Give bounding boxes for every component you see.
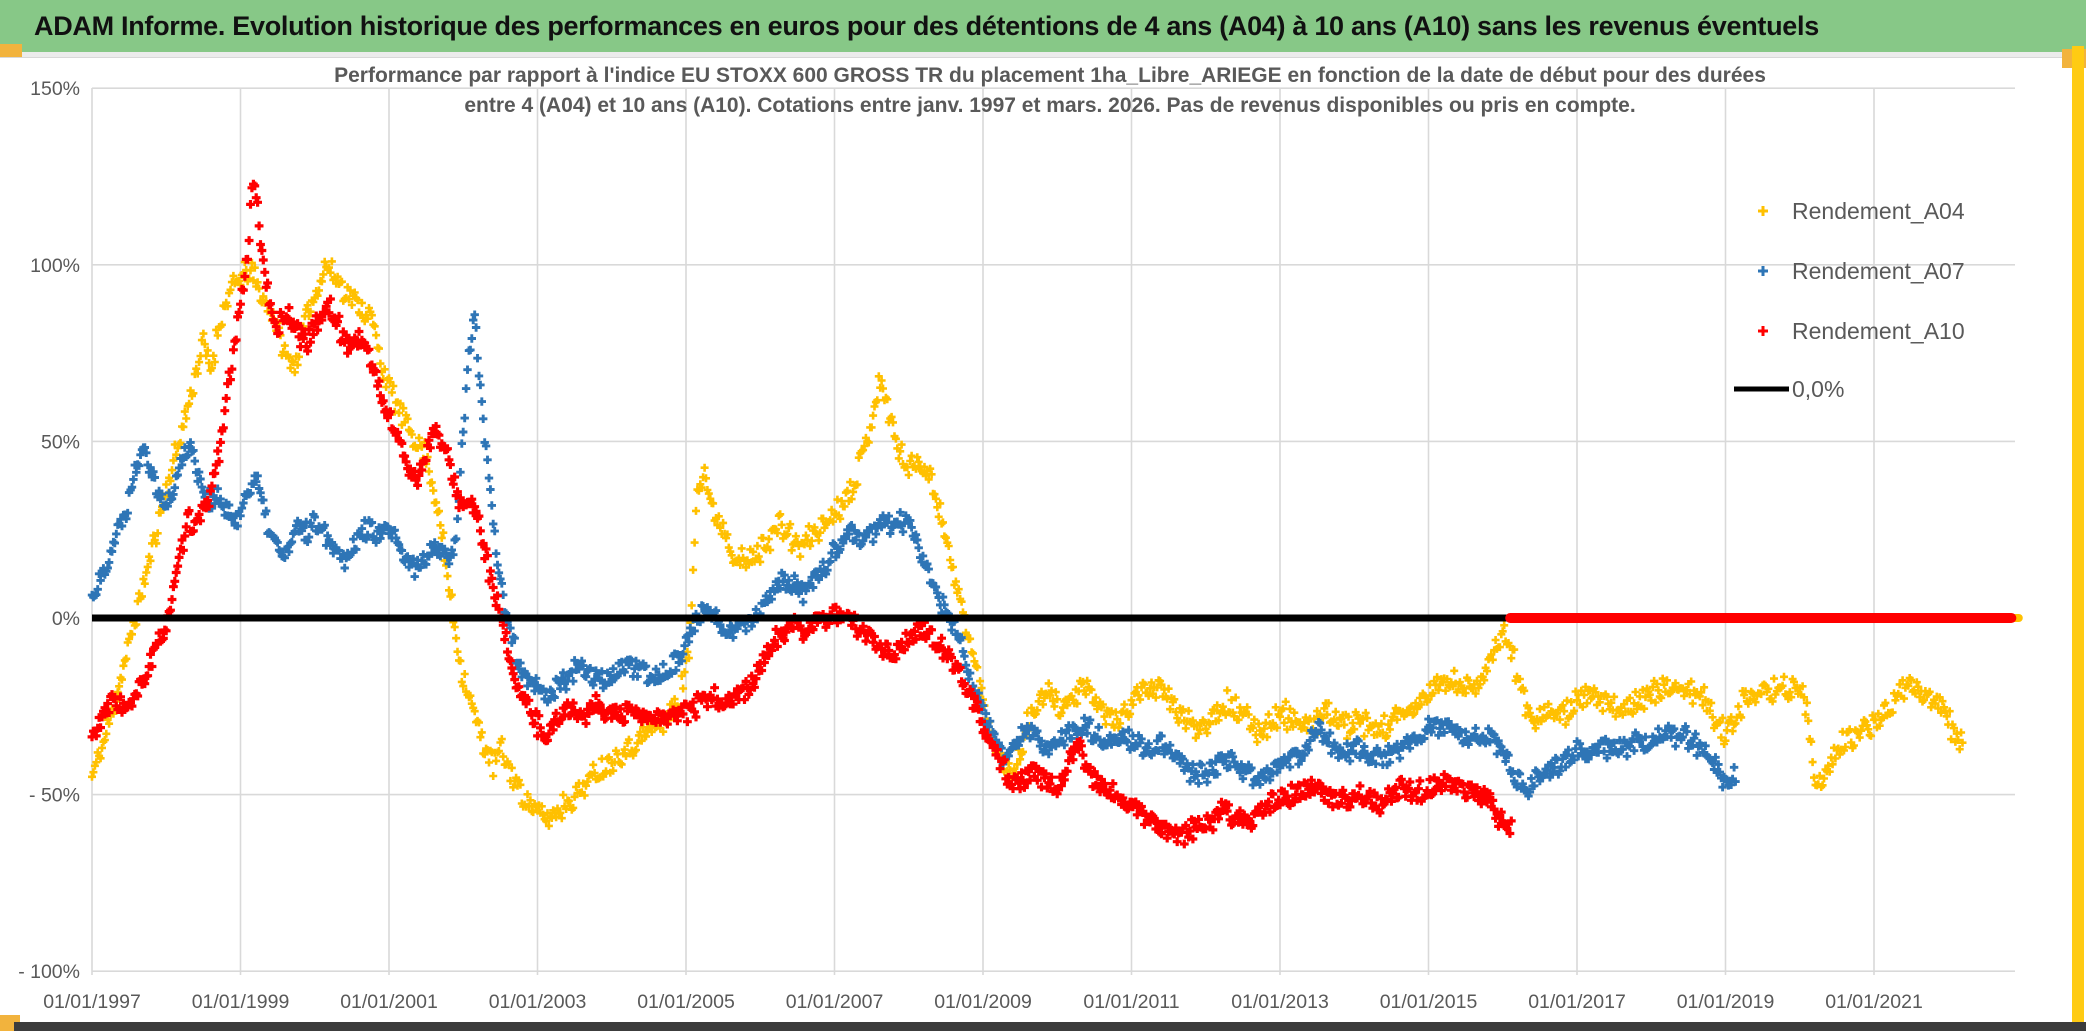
title-separator — [0, 52, 2086, 58]
x-axis-tick-label: 01/01/2013 — [1231, 991, 1329, 1013]
y-axis-tick-label: 50% — [41, 431, 80, 453]
y-axis-tick-label: 0% — [52, 608, 80, 630]
report-title: ADAM Informe. Evolution historique des p… — [34, 10, 1819, 41]
y-axis-tick-label: 100% — [30, 255, 80, 277]
x-axis-tick-label: 01/01/1999 — [192, 991, 290, 1013]
series-rendement_a07-points — [87, 310, 1740, 801]
legend-item-rendement-a10[interactable]: Rendement_A10 — [1758, 318, 1965, 344]
chart-subtitle-line1: Performance par rapport à l'indice EU ST… — [334, 64, 1766, 87]
legend-item-rendement-a07[interactable]: Rendement_A07 — [1758, 258, 1965, 284]
x-axis-tick-label: 01/01/2015 — [1380, 991, 1478, 1013]
x-axis-tick-label: 01/01/2003 — [489, 991, 587, 1013]
legend-label: Rendement_A04 — [1792, 198, 1965, 224]
x-axis-tick-label: 01/01/2017 — [1528, 991, 1626, 1013]
x-axis-tick-label: 01/01/2005 — [637, 991, 735, 1013]
x-axis-tick-label: 01/01/2009 — [934, 991, 1032, 1013]
legend-label: 0,0% — [1792, 376, 1844, 402]
axis-labels: 150% 100% 50% 0% - 50% - 100% 01/01/1997 01/01/… — [18, 78, 1923, 1013]
x-axis-tick-label: 01/01/2021 — [1825, 991, 1923, 1013]
plus-marker-icon — [1758, 326, 1768, 336]
chart-subtitle-line2: entre 4 (A04) et 10 ans (A10). Cotations… — [464, 94, 1636, 117]
y-axis-tick-label: 150% — [30, 78, 80, 100]
legend-item-0-0-[interactable]: 0,0% — [1734, 376, 1844, 402]
x-axis-tick-label: 01/01/2019 — [1677, 991, 1775, 1013]
legend-item-rendement-a04[interactable]: Rendement_A04 — [1758, 198, 1965, 224]
legend-label: Rendement_A07 — [1792, 258, 1965, 284]
window-bottom-edge — [14, 1022, 2086, 1031]
report-title-bar: ADAM Informe. Evolution historique des p… — [0, 0, 2086, 52]
y-axis-tick-label: - 50% — [29, 785, 80, 807]
chart-subtitle: Performance par rapport à l'indice EU ST… — [180, 61, 1920, 121]
series-rendement_a04-points — [88, 257, 1967, 830]
plus-marker-icon — [1758, 206, 1768, 216]
x-axis-tick-label: 01/01/2007 — [786, 991, 884, 1013]
x-axis-tick-label: 01/01/2011 — [1083, 991, 1179, 1013]
x-axis-tick-label: 01/01/1997 — [43, 991, 141, 1013]
legend: Rendement_A04 Rendement_A07 Rendement_A10 0… — [1734, 198, 1965, 402]
series-rendement_a10-points — [87, 179, 1516, 849]
y-axis-tick-label: - 100% — [18, 961, 80, 983]
right-accent-bar — [2072, 46, 2084, 1031]
plus-marker-icon — [1758, 266, 1768, 276]
legend-label: Rendement_A10 — [1792, 318, 1965, 344]
x-axis-tick-label: 01/01/2001 — [340, 991, 438, 1013]
selection-handle-top-left[interactable] — [0, 44, 22, 57]
